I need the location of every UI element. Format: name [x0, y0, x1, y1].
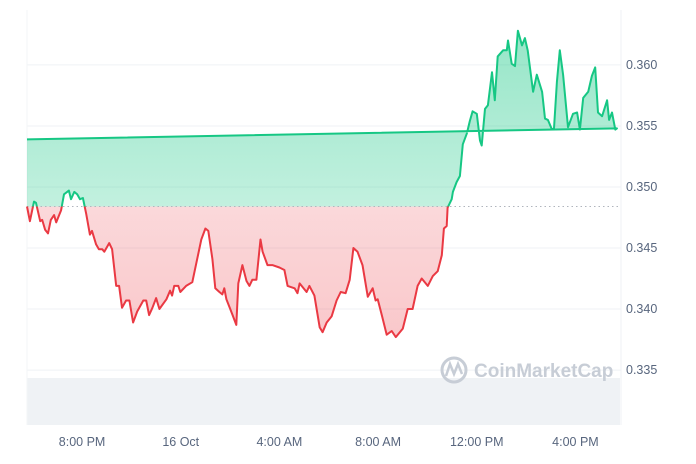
- x-tick-label: 8:00 PM: [59, 435, 106, 449]
- area-fill-above-baseline: [27, 30, 617, 207]
- y-tick-label: 0.345: [626, 241, 657, 255]
- price-line-down: [26, 206, 450, 339]
- watermark-text: CoinMarketCap: [474, 361, 613, 382]
- watermark: CoinMarketCap: [440, 356, 613, 384]
- x-tick-label: 8:00 AM: [355, 435, 401, 449]
- y-tick-label: 0.355: [626, 119, 657, 133]
- volume-area: [27, 378, 620, 425]
- y-tick-label: 0.335: [626, 363, 657, 377]
- y-tick-label: 0.360: [626, 58, 657, 72]
- y-tick-label: 0.350: [626, 180, 657, 194]
- x-tick-label: 4:00 PM: [552, 435, 599, 449]
- coinmarketcap-logo-mark: [444, 360, 464, 378]
- price-line-up: [26, 29, 618, 207]
- coinmarketcap-logo-icon: [440, 356, 468, 384]
- area-fill-below-baseline: [27, 206, 449, 338]
- x-tick-label: 12:00 PM: [450, 435, 504, 449]
- x-tick-label: 4:00 AM: [256, 435, 302, 449]
- x-tick-label: 16 Oct: [162, 435, 199, 449]
- y-tick-label: 0.340: [626, 302, 657, 316]
